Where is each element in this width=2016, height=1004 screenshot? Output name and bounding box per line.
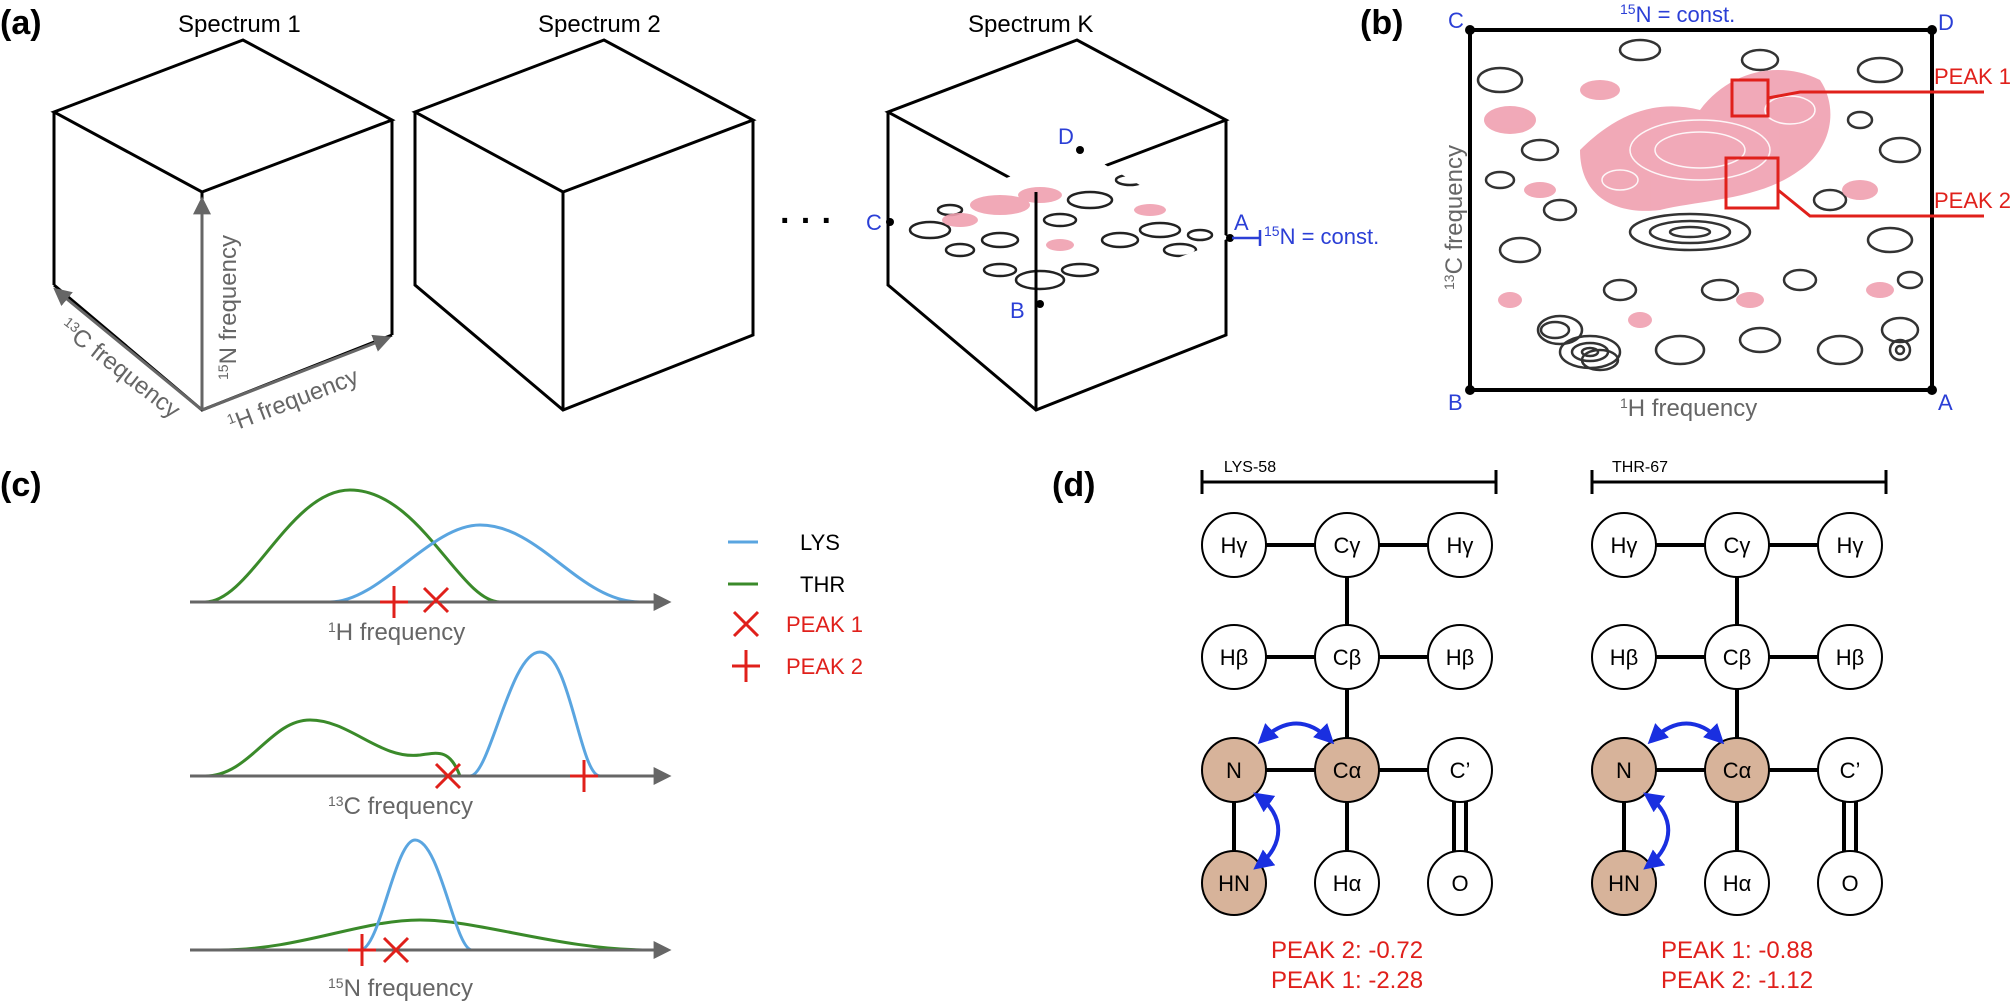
residue-lys-58: LYS-58 Hγ Cγ Hγ Hβ Cβ Hβ N Cα C’ bbox=[1200, 459, 1498, 994]
svg-text:1H frequency: 1H frequency bbox=[1620, 395, 1757, 422]
atom: Hγ bbox=[1837, 533, 1864, 558]
atom: N bbox=[1616, 758, 1632, 783]
b-top-label: N = const. bbox=[1636, 2, 1736, 27]
atom: O bbox=[1451, 871, 1468, 896]
b-x-label: H frequency bbox=[1628, 395, 1757, 422]
c-distribution-plot: 13C frequency bbox=[190, 650, 672, 820]
b-y-sup: 13 bbox=[1441, 274, 1457, 290]
contour-slice: PEAK 1 PEAK 2 C D B A 15N = const. 1H fr… bbox=[1441, 1, 2011, 422]
panel-label-c: (c) bbox=[0, 466, 42, 504]
atom: C’ bbox=[1450, 758, 1471, 783]
c-n-sup: 15 bbox=[328, 975, 344, 991]
atom: Hγ bbox=[1611, 533, 1638, 558]
atom: O bbox=[1841, 871, 1858, 896]
n-axis-label: N frequency bbox=[215, 235, 242, 364]
residue-thr-67-label: THR-67 bbox=[1612, 459, 1668, 476]
slice-corner-b: B bbox=[1010, 298, 1025, 323]
atom: Hγ bbox=[1447, 533, 1474, 558]
atom: HN bbox=[1608, 871, 1640, 896]
slice-corner-a: A bbox=[1234, 210, 1249, 235]
atom: Cα bbox=[1333, 758, 1362, 783]
lys-peak-line-2: PEAK 1: -2.28 bbox=[1271, 967, 1423, 994]
b-top-sup: 15 bbox=[1620, 1, 1636, 17]
peak-2-label: PEAK 2 bbox=[1934, 188, 2011, 213]
svg-text:15N = const.: 15N = const. bbox=[1264, 223, 1379, 249]
panel-label-a: (a) bbox=[0, 4, 42, 42]
panel-label-b: (b) bbox=[1360, 4, 1403, 42]
legend: LYS THR PEAK 1 PEAK 2 bbox=[728, 530, 863, 682]
spectrum-1-title: Spectrum 1 bbox=[178, 11, 301, 38]
atom: N bbox=[1226, 758, 1242, 783]
panel-label-d: (d) bbox=[1052, 466, 1095, 504]
corner-c: C bbox=[1448, 8, 1464, 33]
b-y-label: C frequency bbox=[1441, 145, 1468, 274]
c-h-label: H frequency bbox=[336, 619, 465, 646]
legend-lys: LYS bbox=[800, 530, 840, 555]
atom: Hα bbox=[1723, 871, 1752, 896]
svg-text:1H frequency: 1H frequency bbox=[328, 619, 465, 646]
slice-corner-c: C bbox=[866, 210, 882, 235]
corner-d: D bbox=[1938, 10, 1954, 35]
atom: Hβ bbox=[1220, 645, 1249, 670]
atom: C’ bbox=[1840, 758, 1861, 783]
c-c-label: C frequency bbox=[344, 793, 473, 820]
spectrum-2-title: Spectrum 2 bbox=[538, 11, 661, 38]
h-distribution-plot: 1H frequency bbox=[190, 488, 672, 646]
b-x-sup: 1 bbox=[1620, 395, 1628, 411]
lys-peak-line-1: PEAK 2: -0.72 bbox=[1271, 937, 1423, 964]
atom: Cα bbox=[1723, 758, 1752, 783]
legend-peak-1: PEAK 1 bbox=[786, 612, 863, 637]
slice-label-sup: 15 bbox=[1264, 223, 1280, 239]
ellipsis: · · · bbox=[780, 202, 833, 240]
atom: Hβ bbox=[1836, 645, 1865, 670]
atom: Hγ bbox=[1221, 533, 1248, 558]
n-axis-sup: 15 bbox=[215, 364, 231, 380]
spectrum-k-title: Spectrum K bbox=[968, 11, 1093, 38]
c-c-sup: 13 bbox=[328, 793, 344, 809]
slice-corner-d: D bbox=[1058, 124, 1074, 149]
slice-label: N = const. bbox=[1280, 224, 1380, 249]
svg-text:13C frequency: 13C frequency bbox=[1441, 145, 1468, 290]
thr-peak-line-2: PEAK 2: -1.12 bbox=[1661, 967, 1813, 994]
slice-plane bbox=[890, 150, 1230, 310]
atom: Cβ bbox=[1723, 645, 1752, 670]
c-n-label: N frequency bbox=[344, 975, 473, 1002]
peak-1-label: PEAK 1 bbox=[1934, 64, 2011, 89]
cube-2 bbox=[411, 38, 757, 412]
atom: Hβ bbox=[1610, 645, 1639, 670]
thr-peak-line-1: PEAK 1: -0.88 bbox=[1661, 937, 1813, 964]
atom: Hα bbox=[1333, 871, 1362, 896]
atom: Hβ bbox=[1446, 645, 1475, 670]
svg-text:15N frequency: 15N frequency bbox=[328, 975, 473, 1002]
svg-text:15N = const.: 15N = const. bbox=[1620, 1, 1735, 27]
cube-k: C D A B 15N = const. bbox=[866, 38, 1379, 412]
corner-b: B bbox=[1448, 390, 1463, 415]
c-h-sup: 1 bbox=[328, 619, 336, 635]
svg-text:13C frequency: 13C frequency bbox=[328, 793, 473, 820]
residue-lys-58-label: LYS-58 bbox=[1224, 459, 1276, 476]
legend-thr: THR bbox=[800, 572, 845, 597]
legend-peak-2: PEAK 2 bbox=[786, 654, 863, 679]
residue-thr-67: THR-67 Hγ Cγ Hγ Hβ Cβ Hβ N Cα C’ bbox=[1590, 459, 1888, 994]
atom: Cβ bbox=[1333, 645, 1362, 670]
atom: Cγ bbox=[1334, 533, 1361, 558]
svg-text:13C frequency: 13C frequency bbox=[54, 313, 185, 424]
atom: Cγ bbox=[1724, 533, 1751, 558]
svg-text:15N frequency: 15N frequency bbox=[215, 235, 242, 380]
c-axis-label: C frequency bbox=[67, 323, 186, 424]
cube-1-axes: 15N frequency 13C frequency 1H frequency bbox=[53, 196, 392, 435]
corner-a: A bbox=[1938, 390, 1953, 415]
atom: HN bbox=[1218, 871, 1250, 896]
n-distribution-plot: 15N frequency bbox=[190, 838, 672, 1002]
